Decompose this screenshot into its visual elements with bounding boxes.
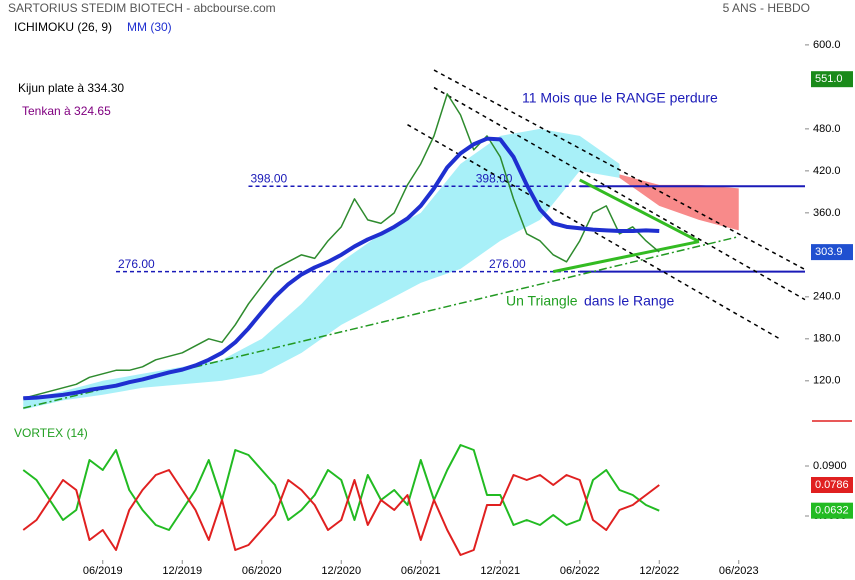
annotation: dans le Range bbox=[584, 293, 675, 309]
series-line bbox=[23, 136, 660, 401]
trend-line bbox=[579, 178, 700, 243]
annotation: Tenkan à 324.65 bbox=[22, 104, 111, 118]
level-label: 276.00 bbox=[118, 257, 155, 271]
annotation: Kijun plate à 334.30 bbox=[18, 81, 124, 95]
x-tick-label: 06/2022 bbox=[560, 565, 600, 577]
x-tick-label: 06/2020 bbox=[242, 565, 282, 577]
y-tick-label: 0.0900 bbox=[813, 460, 847, 472]
last-value-badge bbox=[811, 244, 853, 261]
ichimoku-cloud bbox=[23, 128, 620, 410]
last-value-label: 303.9 bbox=[815, 246, 843, 258]
y-tick-label: 180.0 bbox=[813, 333, 841, 345]
x-tick-label: 06/2021 bbox=[401, 565, 441, 577]
ichimoku-cloud bbox=[619, 174, 739, 231]
x-tick-label: 12/2021 bbox=[480, 565, 520, 577]
y-tick-label: 120.0 bbox=[813, 375, 841, 387]
chart-title: SARTORIUS STEDIM BIOTECH - abcbourse.com bbox=[8, 1, 276, 15]
series-line bbox=[23, 93, 660, 400]
trend-line bbox=[433, 69, 806, 271]
last-value-badge bbox=[811, 71, 853, 88]
x-tick-label: 12/2020 bbox=[321, 565, 361, 577]
trend-line bbox=[23, 235, 739, 409]
trend-line bbox=[552, 240, 700, 274]
y-tick-label: 240.0 bbox=[813, 291, 841, 303]
indicator-label: VORTEX (14) bbox=[14, 426, 88, 440]
level-label: 276.00 bbox=[489, 257, 526, 271]
x-tick-label: 12/2019 bbox=[162, 565, 202, 577]
y-tick-label: 360.0 bbox=[813, 207, 841, 219]
x-tick-label: 12/2022 bbox=[639, 565, 679, 577]
level-label: 398.00 bbox=[476, 171, 513, 185]
last-value-label: 551.0 bbox=[815, 73, 843, 85]
x-tick-label: 06/2023 bbox=[719, 565, 759, 577]
y-tick-label: 480.0 bbox=[813, 123, 841, 135]
last-value-label: 0.0632 bbox=[815, 505, 849, 517]
annotation: 11 Mois que le RANGE perdure bbox=[522, 90, 718, 106]
x-tick-label: 06/2019 bbox=[83, 565, 123, 577]
last-value-badge bbox=[811, 477, 853, 493]
series-line bbox=[22, 469, 660, 556]
level-label: 398.00 bbox=[251, 171, 288, 185]
indicator-label: ICHIMOKU (26, 9) bbox=[14, 20, 112, 34]
y-tick-label: 420.0 bbox=[813, 165, 841, 177]
legend-entry: MM (30) bbox=[127, 20, 172, 34]
series-line bbox=[22, 444, 660, 531]
annotation: Un Triangle bbox=[506, 293, 578, 309]
last-value-label: 0.0786 bbox=[815, 479, 849, 491]
y-tick-label: 600.0 bbox=[813, 39, 841, 51]
chart-subtitle: 5 ANS - HEBDO bbox=[723, 1, 810, 15]
last-value-badge bbox=[811, 502, 853, 519]
